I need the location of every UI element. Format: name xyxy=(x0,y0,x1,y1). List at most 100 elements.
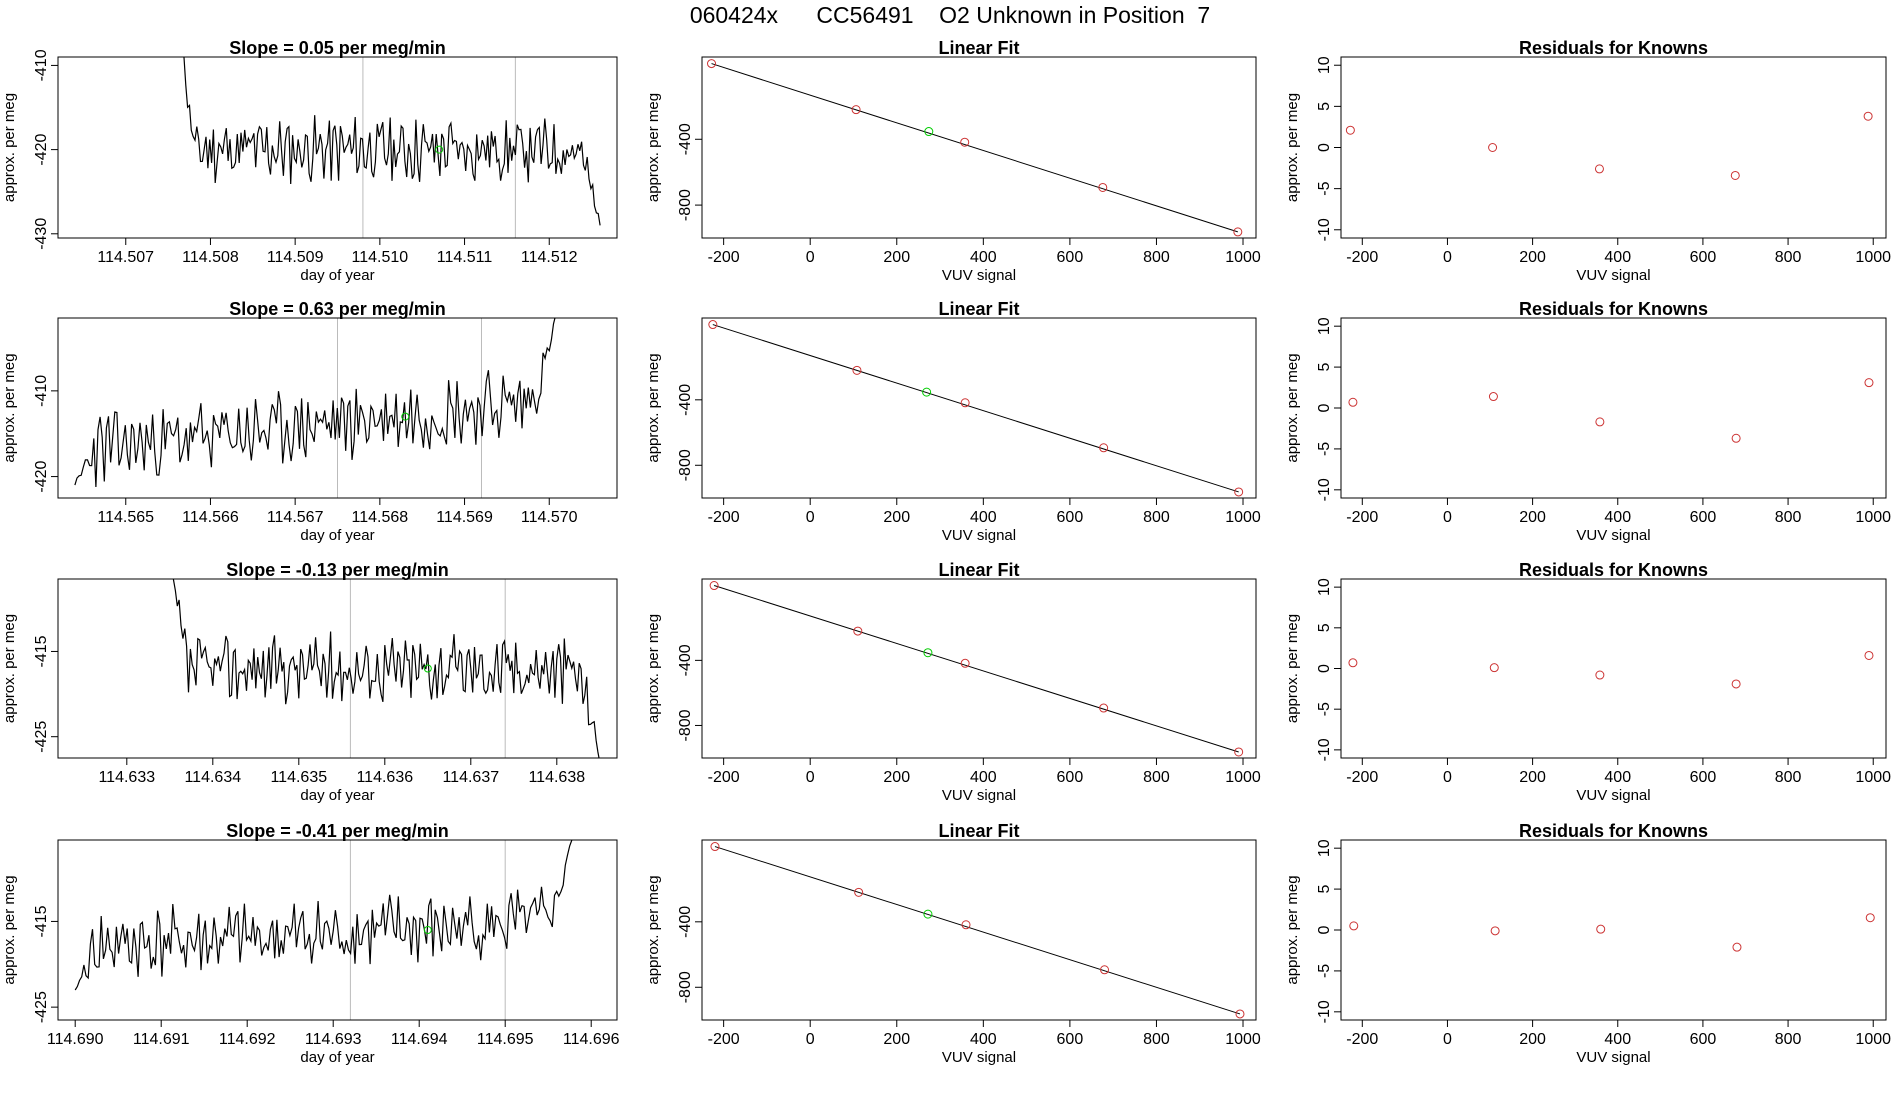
known-point xyxy=(707,59,717,69)
fit-line xyxy=(713,585,1239,753)
plot-frame xyxy=(701,839,1257,1021)
x-axis-label: day of year xyxy=(300,527,374,544)
panel-title: Linear Fit xyxy=(938,821,1019,841)
y-axis-label: approx. per meg xyxy=(1,93,18,202)
y-tick-label: -5 xyxy=(1316,181,1333,195)
known-point xyxy=(708,320,718,330)
residual-point xyxy=(1595,417,1605,427)
x-tick-label: 600 xyxy=(1690,509,1717,526)
x-tick-label: 1000 xyxy=(1855,769,1891,786)
y-tick-label: -400 xyxy=(677,906,694,938)
y-tick-label: -10 xyxy=(1316,218,1333,241)
plot-area xyxy=(1348,650,1874,689)
x-tick-label: 114.695 xyxy=(477,1031,534,1048)
x-tick-label: 200 xyxy=(883,249,910,266)
plot-frame xyxy=(1340,578,1887,759)
y-tick-label: -10 xyxy=(1316,738,1333,761)
y-axis-label: approx. per meg xyxy=(645,93,662,202)
y-axis-label: approx. per meg xyxy=(1,614,18,723)
y-tick-label: 0 xyxy=(1316,925,1333,934)
x-tick-label: 400 xyxy=(1604,1031,1631,1048)
x-tick-label: 1000 xyxy=(1225,769,1261,786)
known-point xyxy=(1099,703,1109,713)
x-tick-label: 400 xyxy=(970,769,997,786)
plot-frame xyxy=(57,56,618,239)
y-tick-label: 5 xyxy=(1316,885,1333,894)
residual-point xyxy=(1489,663,1499,673)
x-tick-label: -200 xyxy=(708,769,740,786)
x-tick-label: 600 xyxy=(1057,509,1084,526)
known-point xyxy=(854,887,864,897)
known-point xyxy=(1099,443,1109,453)
y-tick-label: 10 xyxy=(1316,578,1333,596)
known-point xyxy=(1100,965,1110,975)
x-tick-label: 800 xyxy=(1775,509,1802,526)
panel-title: Residuals for Knowns xyxy=(1519,38,1708,58)
y-tick-label: -800 xyxy=(677,709,694,741)
panel-fit-2: Linear Fit -200 0 200 400 600 800 1000 -400 -800 V… xyxy=(645,299,1261,544)
known-point xyxy=(961,920,971,930)
y-axis-label: approx. per meg xyxy=(645,353,662,462)
trace-line xyxy=(74,318,556,488)
unknown-marker xyxy=(401,412,410,421)
y-tick-label: -400 xyxy=(677,384,694,416)
x-axis-label: day of year xyxy=(300,1049,374,1066)
x-axis-label: VUV signal xyxy=(1576,1049,1650,1066)
page-title: 060424x CC56491 O2 Unknown in Position 7 xyxy=(689,2,1211,28)
trace-line xyxy=(172,579,600,758)
x-tick-label: 400 xyxy=(1604,509,1631,526)
panel-trace-4: Slope = -0.41 per meg/min 114.690 114.691 1… xyxy=(1,821,620,1066)
residual-point xyxy=(1864,378,1874,388)
plot-area xyxy=(707,59,1243,237)
known-point xyxy=(1235,1009,1245,1019)
y-tick-label: -400 xyxy=(677,644,694,676)
y-tick-label: 10 xyxy=(1316,839,1333,857)
x-tick-label: 800 xyxy=(1143,769,1170,786)
x-tick-label: -200 xyxy=(1346,1031,1378,1048)
residual-point xyxy=(1348,658,1358,668)
y-tick-label: -5 xyxy=(1316,702,1333,716)
x-axis-label: VUV signal xyxy=(1576,267,1650,284)
y-tick-label: -425 xyxy=(33,991,50,1023)
residual-point xyxy=(1864,650,1874,660)
x-tick-label: 114.569 xyxy=(436,509,493,526)
x-tick-label: 200 xyxy=(1519,509,1546,526)
unknown-marker xyxy=(435,145,444,154)
known-point xyxy=(960,398,970,408)
y-tick-label: 0 xyxy=(1316,403,1333,412)
residual-point xyxy=(1349,921,1359,931)
residual-point xyxy=(1596,924,1606,934)
x-tick-label: 1000 xyxy=(1225,249,1261,266)
x-tick-label: 400 xyxy=(970,249,997,266)
x-axis-label: VUV signal xyxy=(1576,787,1650,804)
x-tick-label: 1000 xyxy=(1855,1031,1891,1048)
y-tick-label: -420 xyxy=(33,460,50,492)
x-tick-label: 400 xyxy=(1604,769,1631,786)
x-tick-label: 114.692 xyxy=(219,1031,276,1048)
x-tick-label: 114.512 xyxy=(521,249,578,266)
y-axis-label: approx. per meg xyxy=(1284,614,1301,723)
x-tick-label: 400 xyxy=(970,1031,997,1048)
panel-title: Slope = -0.13 per meg/min xyxy=(226,560,449,580)
panel-title: Linear Fit xyxy=(938,560,1019,580)
unknown-point xyxy=(923,648,933,658)
y-tick-label: -410 xyxy=(33,49,50,81)
panel-trace-1: Slope = 0.05 per meg/min 114.507 114.508 11… xyxy=(1,38,618,284)
plot-area xyxy=(183,57,601,238)
x-tick-label: 1000 xyxy=(1225,509,1261,526)
x-tick-label: 600 xyxy=(1690,1031,1717,1048)
unknown-point xyxy=(923,909,933,919)
known-point xyxy=(853,626,863,636)
known-point xyxy=(851,105,861,115)
known-point xyxy=(709,581,719,591)
panel-title: Slope = 0.63 per meg/min xyxy=(229,299,446,319)
x-tick-label: 114.693 xyxy=(305,1031,362,1048)
x-tick-label: 400 xyxy=(970,509,997,526)
y-tick-label: -420 xyxy=(33,133,50,165)
x-tick-label: 800 xyxy=(1775,769,1802,786)
x-tick-label: 114.637 xyxy=(442,769,499,786)
plot-frame xyxy=(57,578,618,759)
x-tick-label: 0 xyxy=(806,769,815,786)
x-tick-label: 114.690 xyxy=(47,1031,104,1048)
y-tick-label: 10 xyxy=(1316,317,1333,335)
